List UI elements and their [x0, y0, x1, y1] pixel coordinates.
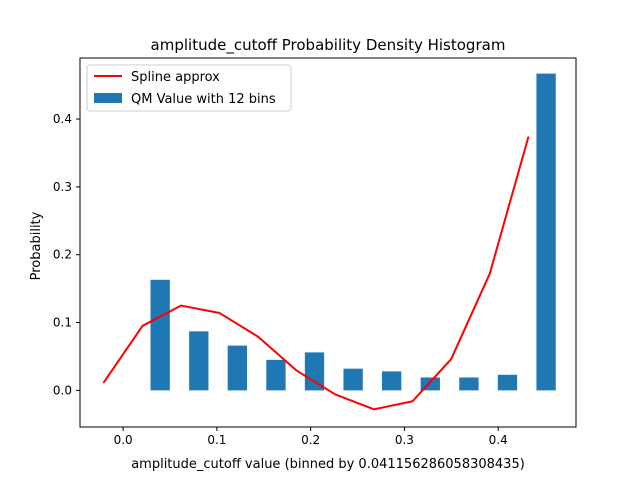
x-tick-label: 0.2 — [301, 433, 320, 447]
histogram-bar — [459, 377, 479, 391]
x-tick-label: 0.0 — [114, 433, 133, 447]
x-axis-ticks: 0.0 0.1 0.2 0.3 0.4 — [114, 427, 508, 447]
histogram-bar — [343, 368, 363, 391]
y-axis-label: Probability — [29, 211, 44, 280]
y-tick-label: 0.2 — [53, 248, 72, 262]
axes-frame — [79, 57, 577, 428]
histogram-bar — [266, 359, 286, 391]
spline-line — [102, 136, 530, 411]
histogram-bar — [382, 371, 402, 391]
histogram-bar — [189, 331, 209, 391]
legend-bar-swatch — [94, 93, 122, 103]
histogram-bar — [536, 73, 556, 391]
x-axis-label: amplitude_cutoff value (binned by 0.0411… — [131, 457, 525, 472]
legend-line-label: Spline approx — [131, 70, 220, 85]
histogram-bar — [150, 279, 170, 391]
plot-area — [102, 73, 556, 411]
histogram-bar — [304, 352, 325, 391]
chart-title: amplitude_cutoff Probability Density His… — [151, 36, 506, 55]
x-tick-label: 0.3 — [395, 433, 414, 447]
x-tick-label: 0.1 — [207, 433, 226, 447]
legend-bar-label: QM Value with 12 bins — [131, 92, 276, 107]
y-tick-label: 0.3 — [53, 180, 72, 194]
y-axis-ticks: 0.0 0.1 0.2 0.3 0.4 — [53, 112, 80, 397]
y-tick-label: 0.1 — [53, 316, 72, 330]
legend-box — [86, 64, 292, 112]
histogram-bar — [227, 345, 247, 391]
y-tick-label: 0.0 — [53, 383, 72, 397]
y-tick-label: 0.4 — [53, 112, 72, 126]
histogram-bar — [497, 374, 518, 391]
x-tick-label: 0.4 — [489, 433, 508, 447]
legend: Spline approx QM Value with 12 bins — [86, 64, 292, 112]
